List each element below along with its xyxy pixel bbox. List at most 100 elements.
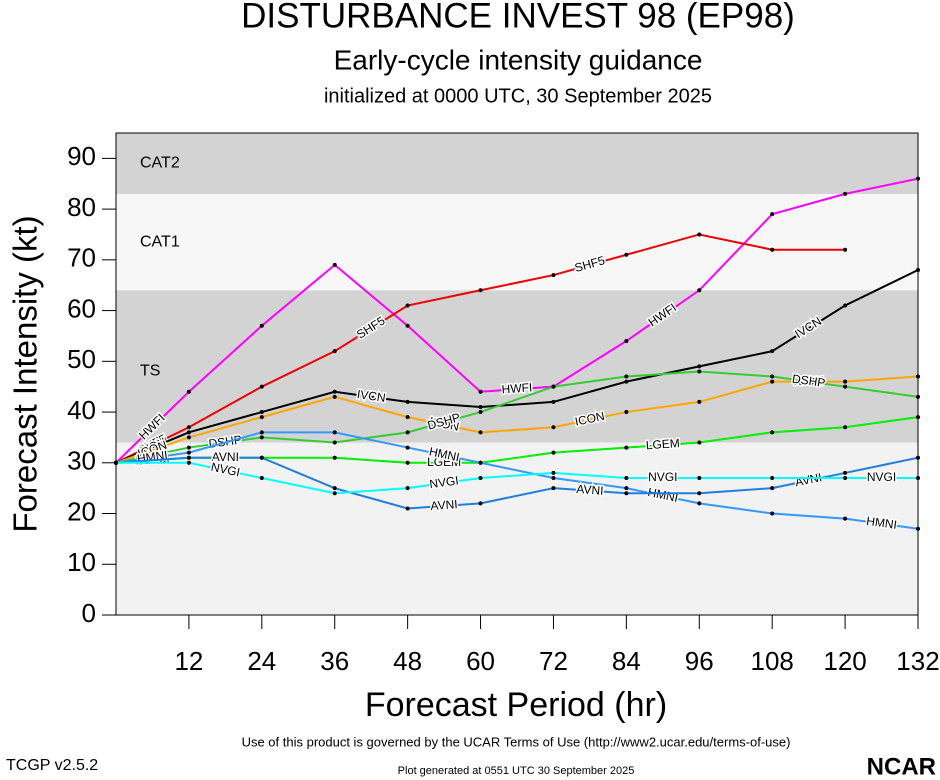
data-point — [259, 430, 264, 435]
data-point — [916, 176, 920, 181]
data-point — [551, 450, 556, 455]
data-point — [697, 440, 702, 445]
data-point — [624, 252, 629, 257]
data-point — [405, 430, 410, 435]
x-tick-label: 84 — [612, 646, 641, 676]
data-point — [770, 430, 775, 435]
data-point — [916, 374, 920, 379]
data-point — [332, 389, 337, 394]
data-point — [478, 389, 483, 394]
data-point — [186, 430, 191, 435]
series-line — [115, 370, 919, 464]
data-point — [624, 476, 629, 481]
data-point — [332, 394, 337, 399]
series-label: HMNI — [866, 514, 898, 532]
x-tick-label: 48 — [393, 646, 422, 676]
data-point — [770, 486, 775, 491]
series-label: AVNI — [212, 450, 239, 464]
series-label: NVGI — [648, 470, 677, 484]
y-tick-label: 90 — [67, 141, 96, 171]
series-line — [115, 269, 919, 464]
data-point — [843, 476, 848, 481]
data-point — [551, 425, 556, 430]
x-axis-label: Forecast Period (hr) — [365, 686, 667, 724]
footer: Use of this product is governed by the U… — [242, 734, 791, 749]
data-point — [697, 232, 702, 237]
data-point — [332, 262, 337, 267]
data-point — [697, 369, 702, 374]
series-label: NVGI — [428, 473, 459, 491]
series-label: DSHP — [791, 372, 826, 390]
data-point — [770, 349, 775, 354]
data-point — [405, 460, 410, 465]
y-tick-label: 80 — [67, 192, 96, 222]
data-point — [624, 486, 629, 491]
intensity-band — [116, 193, 918, 291]
data-point — [405, 399, 410, 404]
x-tick-label: 60 — [466, 646, 495, 676]
data-point — [478, 430, 483, 435]
data-point — [405, 486, 410, 491]
data-point — [405, 415, 410, 420]
data-point — [843, 247, 848, 252]
data-point — [405, 506, 410, 511]
x-tick-label: 120 — [823, 646, 866, 676]
series-label: LGEM — [645, 436, 680, 452]
data-point — [916, 476, 920, 481]
y-axis-label: Forecast Intensity (kt) — [7, 215, 44, 532]
data-point — [770, 511, 775, 516]
data-point — [259, 323, 264, 328]
data-point — [332, 430, 337, 435]
data-point — [624, 379, 629, 384]
y-tick-label: 20 — [67, 496, 96, 526]
data-point — [624, 410, 629, 415]
data-point — [770, 212, 775, 217]
data-point — [843, 303, 848, 308]
chart-title: DISTURBANCE INVEST 98 (EP98) — [241, 0, 795, 35]
data-point — [259, 455, 264, 460]
data-point — [770, 374, 775, 379]
data-point — [186, 455, 191, 460]
y-tick-label: 0 — [82, 598, 96, 628]
data-point — [624, 374, 629, 379]
intensity-band — [116, 290, 918, 443]
x-tick-label: 72 — [539, 646, 568, 676]
series-line — [115, 431, 919, 530]
data-point — [624, 339, 629, 344]
data-point — [916, 415, 920, 420]
series-label: NVGI — [210, 460, 242, 480]
data-point — [478, 476, 483, 481]
y-tick-label: 30 — [67, 446, 96, 476]
data-point — [770, 476, 775, 481]
x-tick-label: 108 — [750, 646, 793, 676]
band-label: CAT2 — [140, 155, 180, 172]
data-point — [697, 491, 702, 496]
data-point — [697, 288, 702, 293]
data-point — [332, 440, 337, 445]
data-point — [259, 415, 264, 420]
data-point — [332, 486, 337, 491]
data-point — [186, 435, 191, 440]
data-point — [916, 526, 920, 531]
data-point — [843, 384, 848, 389]
data-point — [186, 445, 191, 450]
chart-subtitle: Early-cycle intensity guidance — [334, 44, 703, 75]
series-label: IVCN — [356, 387, 386, 405]
band-label: TS — [140, 363, 160, 380]
data-point — [843, 425, 848, 430]
y-tick-label: 70 — [67, 243, 96, 273]
data-point — [551, 273, 556, 278]
y-tick-label: 60 — [67, 293, 96, 323]
data-point — [624, 445, 629, 450]
data-point — [551, 399, 556, 404]
plot-frame — [115, 132, 919, 616]
data-point — [697, 476, 702, 481]
data-point — [405, 323, 410, 328]
data-point — [551, 384, 556, 389]
data-point — [332, 491, 337, 496]
y-tick-label: 10 — [67, 547, 96, 577]
data-point — [332, 349, 337, 354]
series-line — [115, 177, 919, 464]
generated: Plot generated at 0551 UTC 30 September … — [398, 765, 635, 777]
